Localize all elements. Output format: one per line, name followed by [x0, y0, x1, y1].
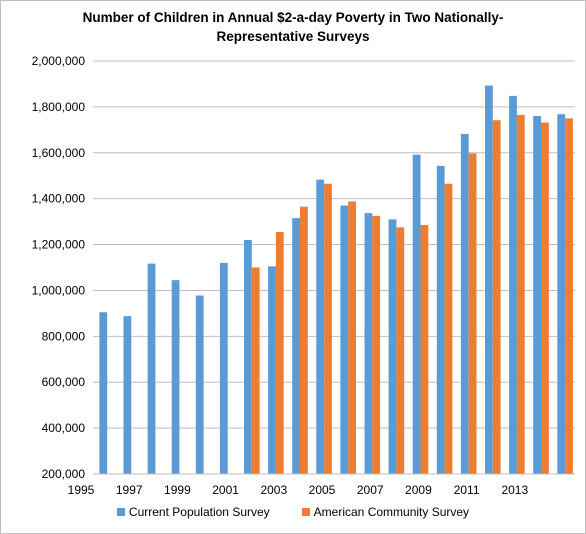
- bar-cps-2013: [533, 116, 541, 475]
- bar-acs-2006: [372, 215, 381, 474]
- y-tick-label: 2,000,000: [32, 54, 86, 68]
- y-tick-label: 1,200,000: [32, 238, 86, 252]
- chart-title-line-2: Representative Surveys: [216, 29, 370, 44]
- x-tick-label: 2009: [405, 483, 432, 497]
- x-tick-label: 2003: [260, 483, 287, 497]
- legend-item-acs: American Community Survey: [301, 505, 470, 519]
- x-tick-label: 2007: [357, 483, 384, 497]
- bar-cps-2003: [292, 218, 300, 474]
- chart-title-line-1: Number of Children in Annual $2-a-day Po…: [82, 10, 504, 25]
- bar-cps-2011: [485, 85, 493, 475]
- legend-label-acs: American Community Survey: [313, 505, 470, 519]
- legend: Current Population Survey American Commu…: [0, 505, 586, 519]
- bar-acs-2013: [541, 122, 549, 474]
- bar-acs-2002: [275, 231, 284, 474]
- bar-acs-2004: [324, 183, 332, 474]
- x-tick-label: 2011: [454, 483, 480, 497]
- bar-acs-2003: [300, 206, 308, 475]
- bar-acs-2011: [492, 120, 501, 475]
- bar-acs-2005: [348, 201, 356, 475]
- y-tick-label: 400,000: [42, 421, 86, 435]
- bar-acs-2010: [468, 153, 477, 474]
- bar-cps-2014: [557, 114, 566, 474]
- y-tick-label: 800,000: [42, 329, 86, 343]
- bar-cps-2012: [509, 95, 517, 475]
- bar-cps-2000: [219, 262, 228, 474]
- bar-cps-2004: [316, 179, 325, 474]
- x-tick-label: 1997: [116, 483, 143, 497]
- x-tick-label: 2013: [501, 483, 528, 497]
- bar-cps-2009: [436, 165, 445, 474]
- chart-title: Number of Children in Annual $2-a-day Po…: [40, 8, 546, 46]
- y-tick-label: 200,000: [42, 467, 86, 481]
- bar-cps-2007: [388, 219, 397, 474]
- bar-cps-1995: [99, 312, 108, 474]
- y-tick-label: 1,400,000: [32, 192, 86, 206]
- bar-cps-2006: [364, 213, 373, 474]
- bar-acs-2008: [420, 225, 429, 474]
- bar-cps-2008: [412, 154, 421, 474]
- bar-cps-1998: [171, 280, 180, 474]
- bar-acs-2012: [516, 114, 525, 475]
- bar-cps-2002: [268, 266, 276, 474]
- y-tick-label: 1,800,000: [32, 100, 86, 114]
- bar-cps-2001: [244, 239, 252, 474]
- bar-acs-2014: [565, 118, 573, 474]
- x-tick-label: 2005: [309, 483, 336, 497]
- bar-acs-2007: [396, 227, 405, 474]
- legend-swatch-cps: [116, 508, 125, 516]
- legend-label-cps: Current Population Survey: [128, 505, 270, 519]
- x-tick-label: 2001: [212, 483, 239, 497]
- bar-cps-2005: [340, 205, 349, 475]
- bar-acs-2001: [251, 267, 260, 474]
- legend-item-cps: Current Population Survey: [116, 505, 270, 519]
- bar-cps-1997: [147, 263, 156, 474]
- y-tick-label: 1,600,000: [32, 146, 86, 160]
- y-tick-label: 600,000: [42, 375, 86, 389]
- bar-cps-1996: [123, 316, 132, 474]
- x-tick-label: 1999: [164, 483, 191, 497]
- legend-swatch-acs: [301, 508, 310, 516]
- bar-acs-2009: [444, 183, 453, 474]
- bar-cps-2010: [460, 133, 469, 475]
- y-tick-label: 1,000,000: [32, 283, 86, 297]
- bar-cps-1999: [195, 295, 204, 474]
- x-tick-label: 1995: [68, 483, 95, 497]
